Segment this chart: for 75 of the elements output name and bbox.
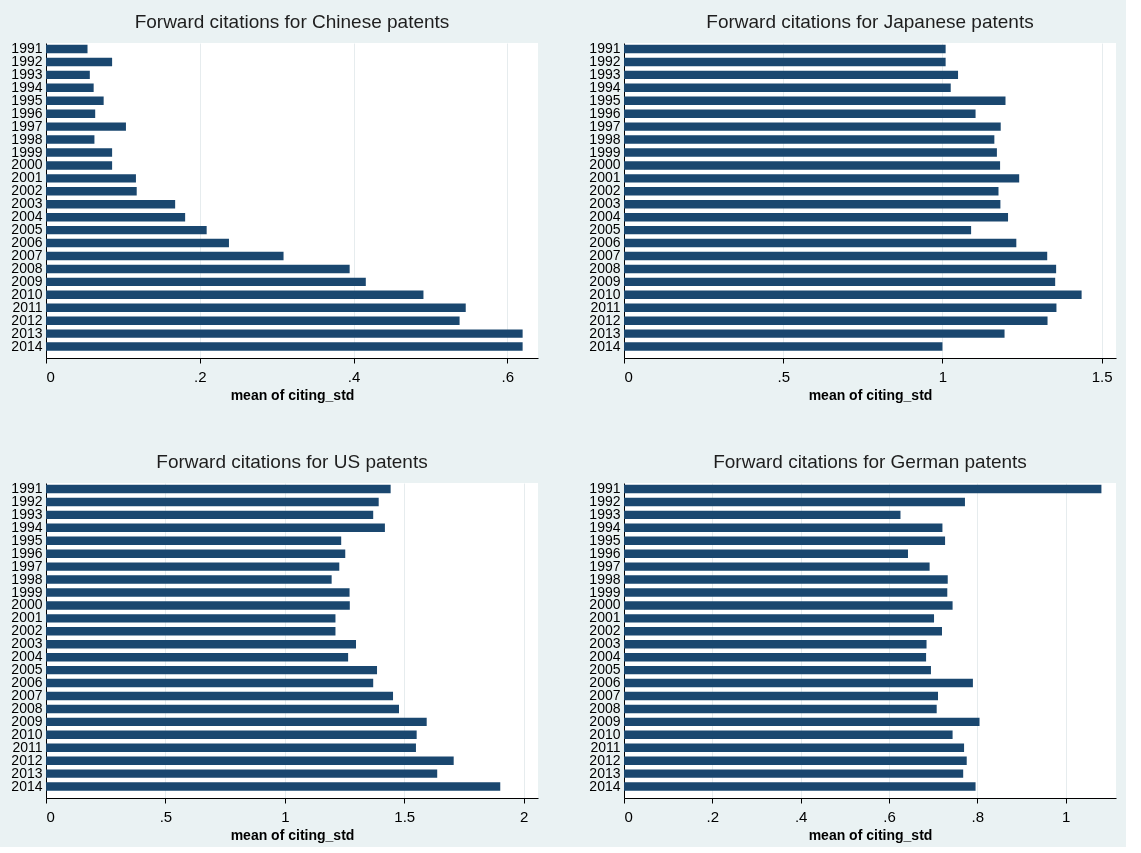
bar [46, 627, 336, 636]
bar [624, 730, 953, 740]
bar [46, 782, 501, 791]
x-tick-label: 2 [520, 807, 529, 825]
bar [624, 704, 937, 714]
chart-title: Forward citations for Chinese patents [134, 10, 450, 32]
chart-title: Forward citations for Japanese patents [706, 10, 1034, 32]
x-tick-label: 1.5 [1091, 367, 1113, 385]
bar [624, 536, 946, 545]
bar [46, 756, 454, 765]
bar [624, 627, 942, 636]
x-tick-label: 0 [624, 367, 633, 385]
bar [46, 601, 350, 610]
x-tick-label: .4 [794, 807, 808, 825]
bar [624, 523, 943, 533]
bar [46, 536, 342, 545]
bar [624, 601, 953, 610]
bar [624, 769, 964, 778]
x-tick-label: 1 [1061, 807, 1071, 825]
x-tick-label: .5 [777, 367, 790, 385]
bar [46, 588, 350, 597]
x-tick-label: .5 [159, 807, 173, 825]
x-axis-title: mean of citing_std [808, 386, 933, 403]
bar [624, 614, 935, 623]
bar [46, 691, 394, 701]
bar [46, 678, 374, 688]
x-tick-label: 0 [46, 807, 55, 825]
x-tick-label: 0 [624, 807, 633, 825]
bar [46, 614, 336, 623]
bar [624, 510, 901, 520]
bar [624, 756, 967, 765]
x-tick-label: 1.5 [394, 807, 416, 825]
x-tick-label: .4 [347, 367, 361, 385]
bar [46, 704, 399, 714]
x-tick-label: 1 [281, 807, 290, 825]
bar [624, 782, 976, 791]
x-tick-label: .2 [706, 807, 720, 825]
bar [46, 652, 349, 662]
bar [624, 588, 948, 597]
bar [624, 652, 927, 662]
bar [46, 562, 340, 571]
x-tick-label: .8 [971, 807, 985, 825]
bar [46, 510, 374, 520]
bar [46, 769, 438, 778]
bar [624, 678, 973, 688]
bar [624, 743, 965, 752]
bar [46, 730, 417, 740]
bar [46, 743, 416, 752]
chart-title: Forward citations for US patents [156, 450, 428, 472]
bar [624, 575, 948, 584]
bar [624, 640, 927, 649]
bar [624, 691, 939, 701]
x-axis-title: mean of citing_std [230, 826, 355, 843]
bar [624, 562, 930, 571]
bar [624, 497, 965, 507]
bar [46, 484, 391, 494]
bar [46, 575, 332, 584]
bar [46, 497, 379, 507]
x-axis-title: mean of citing_std [230, 386, 355, 403]
bar [46, 717, 427, 727]
x-tick-label: .6 [501, 367, 515, 385]
bar [624, 484, 1102, 494]
bar [624, 549, 908, 558]
x-tick-label: 0 [46, 367, 55, 385]
bar [624, 665, 931, 675]
x-tick-label: .2 [193, 367, 207, 385]
bar [46, 640, 357, 649]
x-tick-label: .6 [883, 807, 896, 825]
chart-title: Forward citations for German patents [713, 450, 1027, 472]
bar [46, 549, 346, 558]
bar [46, 665, 378, 675]
x-tick-label: 1 [938, 367, 948, 385]
x-axis-title: mean of citing_std [808, 826, 933, 843]
bar [624, 717, 980, 727]
bar [46, 523, 385, 533]
